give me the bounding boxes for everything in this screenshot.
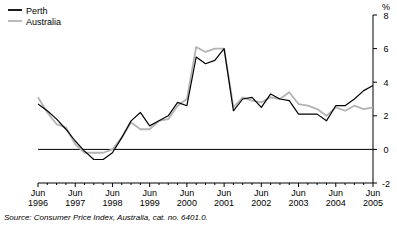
x-minor-tick [140,183,141,185]
x-minor-tick [279,183,280,185]
x-minor-tick [131,183,132,185]
x-tick-label-line: Jun [217,188,232,198]
x-minor-tick [93,183,94,185]
x-tick-label: Jun1998 [102,188,122,208]
x-tick [261,183,262,187]
x-minor-tick [56,183,57,185]
y-tick [373,149,377,150]
y-axis [373,15,374,183]
x-minor-tick [158,183,159,185]
x-minor-tick [84,183,85,185]
x-tick-label: Jun1996 [28,188,48,208]
x-tick [38,183,39,187]
x-minor-tick [233,183,234,185]
x-tick-label-line: 2005 [363,198,383,208]
x-minor-tick [121,183,122,185]
x-minor-tick [177,183,178,185]
x-minor-tick [242,183,243,185]
x-tick-label: Jun2005 [363,188,383,208]
x-minor-tick [103,183,104,185]
x-tick [224,183,225,187]
series-line [38,47,373,153]
x-tick-label-line: Jun [291,188,306,198]
x-tick-label-line: Jun [68,188,83,198]
x-tick-label-line: 1999 [140,198,160,208]
plot-area [38,47,373,160]
x-minor-tick [214,183,215,185]
x-tick-label: Jun2003 [289,188,309,208]
x-minor-tick [363,183,364,185]
x-minor-tick [196,183,197,185]
x-tick-label-line: 2003 [289,198,309,208]
x-minor-tick [168,183,169,185]
x-minor-tick [317,183,318,185]
x-tick-label-line: 1998 [102,198,122,208]
y-axis-label: % [382,2,390,12]
y-tick [373,183,377,184]
y-tick-label: 0 [383,145,388,155]
x-tick-label-line: 1996 [28,198,48,208]
legend-label: Australia [26,17,61,27]
legend-label: Perth [26,6,48,16]
x-tick [335,183,336,187]
x-tick-label-line: Jun [180,188,195,198]
x-tick [186,183,187,187]
x-minor-tick [252,183,253,185]
x-tick-label-line: Jun [254,188,269,198]
x-minor-tick [65,183,66,185]
source-note: Source: Consumer Price Index, Australia,… [4,213,208,222]
y-tick [373,48,377,49]
x-tick-label-line: Jun [31,188,46,198]
x-minor-tick [345,183,346,185]
y-tick-label: 4 [383,78,388,88]
x-tick [75,183,76,187]
x-tick-label-line: 1997 [65,198,85,208]
x-minor-tick [47,183,48,185]
x-tick [112,183,113,187]
x-tick-label: Jun1999 [140,188,160,208]
y-tick-label: 6 [383,44,388,54]
x-tick-label-line: Jun [105,188,120,198]
legend-swatch [8,9,22,11]
x-tick-label-line: 2002 [251,198,271,208]
x-tick-label: Jun2000 [177,188,197,208]
x-tick-label-line: 2004 [326,198,346,208]
x-tick [373,183,374,187]
series-line [38,49,373,160]
legend-swatch [8,20,22,22]
x-tick-label: Jun2002 [251,188,271,208]
x-tick-label-line: 2001 [214,198,234,208]
x-tick-label: Jun2001 [214,188,234,208]
x-tick-label-line: Jun [142,188,157,198]
y-tick [373,15,377,16]
x-minor-tick [289,183,290,185]
x-tick-label-line: Jun [366,188,381,198]
x-tick [149,183,150,187]
y-tick-label: 2 [383,111,388,121]
x-tick-label-line: 2000 [177,198,197,208]
y-tick-label: -2 [382,179,390,189]
x-minor-tick [326,183,327,185]
x-tick-label: Jun2004 [326,188,346,208]
zero-line [38,149,373,150]
x-minor-tick [354,183,355,185]
x-tick [298,183,299,187]
y-tick [373,115,377,116]
y-tick [373,82,377,83]
y-tick-label: 8 [383,11,388,21]
x-tick-label: Jun1997 [65,188,85,208]
x-minor-tick [307,183,308,185]
x-minor-tick [270,183,271,185]
x-tick-label-line: Jun [329,188,344,198]
x-minor-tick [205,183,206,185]
